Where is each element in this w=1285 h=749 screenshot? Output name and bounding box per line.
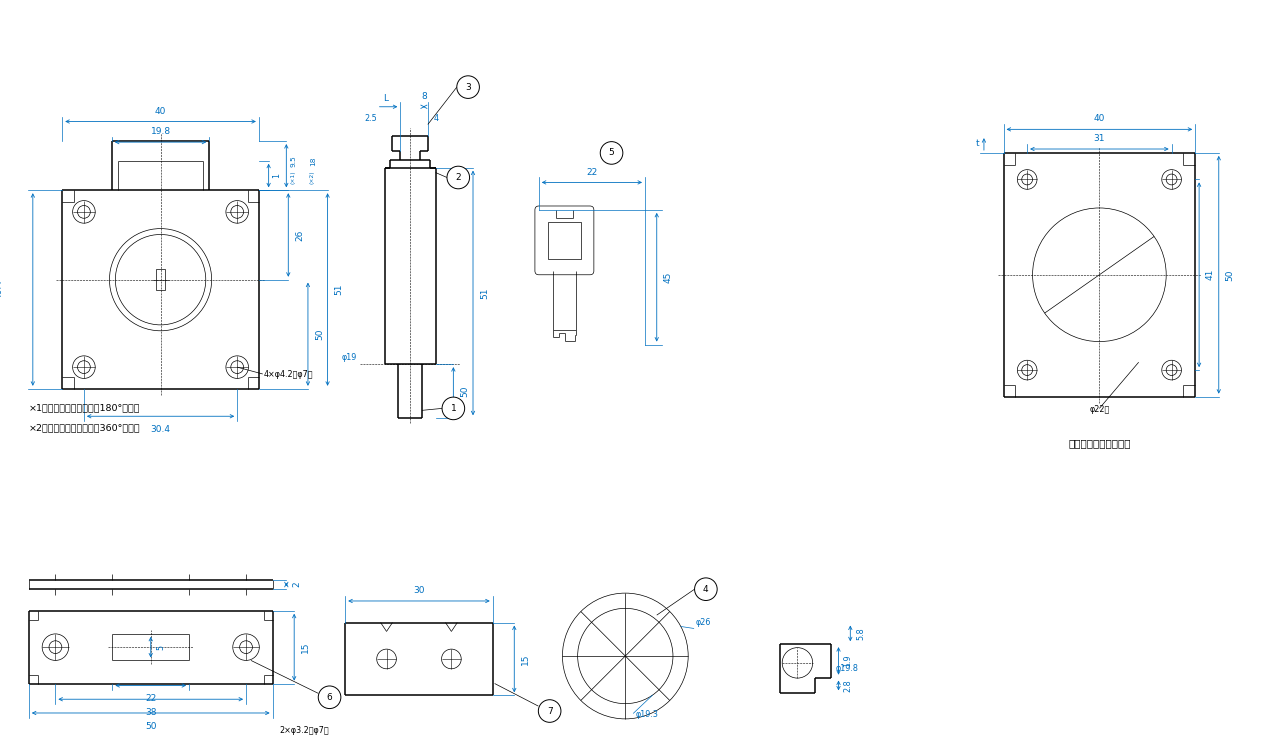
Text: 5: 5 (609, 148, 614, 157)
Text: 41: 41 (1207, 269, 1216, 280)
Text: ×1：解鍵状態からキーを180°回転時: ×1：解鍵状態からキーを180°回転時 (28, 404, 140, 413)
Text: 2: 2 (455, 173, 461, 182)
Text: 50: 50 (315, 329, 324, 340)
Text: 1.9: 1.9 (843, 655, 852, 667)
Circle shape (695, 578, 717, 601)
Text: 2.5: 2.5 (364, 114, 377, 123)
Text: 5: 5 (157, 645, 166, 649)
Text: 22: 22 (145, 694, 157, 703)
Text: 26: 26 (296, 229, 305, 240)
Text: 19.8: 19.8 (150, 127, 171, 136)
Text: 1: 1 (451, 404, 456, 413)
Text: φ22穴: φ22穴 (1090, 405, 1109, 414)
Text: 50: 50 (460, 386, 469, 397)
Text: 2.8: 2.8 (843, 679, 852, 692)
Text: 45: 45 (663, 272, 672, 283)
Text: 22: 22 (586, 168, 598, 177)
Text: 2: 2 (292, 582, 301, 587)
Circle shape (538, 700, 562, 722)
Text: 31: 31 (1094, 134, 1105, 143)
Text: 51: 51 (334, 284, 343, 295)
Circle shape (447, 166, 469, 189)
Text: φ26: φ26 (696, 618, 712, 627)
Text: 4: 4 (703, 585, 709, 594)
Text: 7: 7 (547, 706, 553, 715)
Text: 30: 30 (414, 586, 425, 595)
Text: 4×φ4.2穴φ7皿: 4×φ4.2穴φ7皿 (263, 370, 314, 379)
Text: 2×φ3.2穴φ7皿: 2×φ3.2穴φ7皿 (279, 726, 329, 735)
Text: 40: 40 (155, 106, 166, 115)
Text: 15: 15 (301, 641, 310, 653)
Bar (157, 269, 164, 291)
Text: 51: 51 (479, 287, 488, 299)
Text: 3: 3 (465, 82, 472, 91)
Text: L: L (383, 94, 388, 103)
Text: 50: 50 (145, 722, 157, 731)
Text: 15: 15 (522, 653, 531, 664)
Text: 5.8: 5.8 (856, 627, 865, 640)
Text: 9.5: 9.5 (290, 155, 297, 167)
Circle shape (456, 76, 479, 98)
Text: 4: 4 (434, 114, 438, 123)
Text: 18: 18 (310, 156, 316, 166)
Text: 50: 50 (1226, 269, 1235, 281)
Text: 30.4: 30.4 (150, 425, 171, 434)
Text: 38: 38 (145, 708, 157, 717)
Text: φ19: φ19 (342, 354, 357, 363)
Circle shape (319, 686, 341, 709)
Circle shape (442, 397, 465, 419)
Text: φ19.8: φ19.8 (835, 664, 858, 673)
Text: t: t (975, 139, 979, 148)
Circle shape (600, 142, 623, 164)
Text: 40: 40 (1094, 115, 1105, 124)
Text: 8: 8 (421, 92, 427, 101)
Text: (×1): (×1) (290, 171, 296, 184)
Text: スペーサー（別売品）: スペーサー（別売品） (1068, 438, 1131, 448)
Text: ×2：解鍵状態からキーを360°回転時: ×2：解鍵状態からキーを360°回転時 (28, 423, 140, 432)
Text: (×2): (×2) (310, 171, 315, 184)
Text: φ19.3: φ19.3 (635, 710, 658, 719)
Text: 1: 1 (272, 173, 281, 178)
Bar (547, 222, 581, 259)
Text: 40.4: 40.4 (0, 279, 4, 300)
Text: 6: 6 (326, 693, 333, 702)
